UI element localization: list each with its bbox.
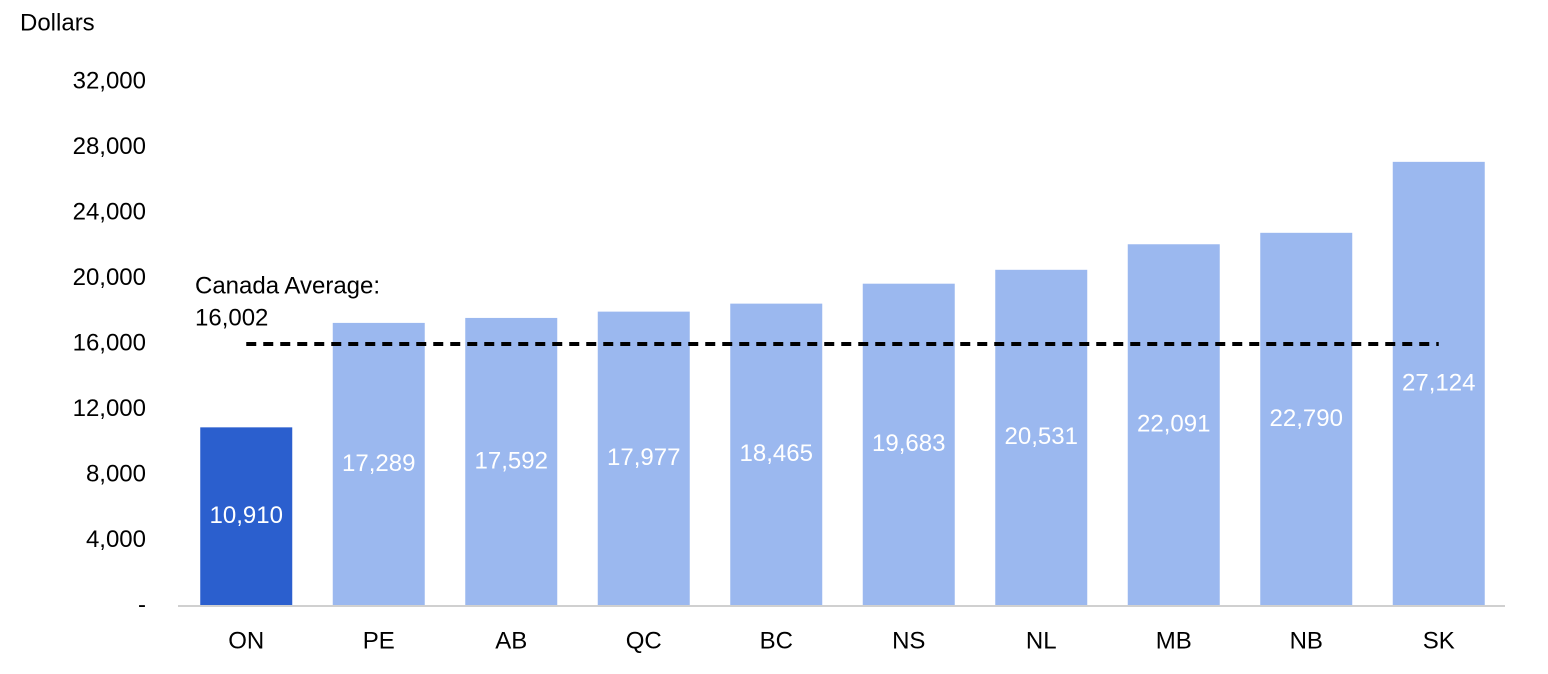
data-label: 27,124 [1402, 369, 1475, 396]
x-tick-label: NB [1290, 627, 1323, 654]
x-tick-label: PE [363, 627, 395, 654]
y-tick-label: 8,000 [86, 460, 146, 487]
bar [995, 269, 1088, 606]
data-label: 17,289 [342, 450, 415, 477]
reference-value-label: 16,002 [195, 304, 268, 331]
x-tick-label: NL [1026, 627, 1057, 654]
data-label: 22,790 [1270, 405, 1343, 432]
data-label: 10,910 [210, 502, 283, 529]
data-label: 17,592 [475, 447, 548, 474]
x-tick-label: BC [760, 627, 793, 654]
x-tick-label: AB [495, 627, 527, 654]
y-axis-label: Dollars [20, 9, 95, 36]
x-tick-label: QC [626, 627, 662, 654]
y-tick-label: 20,000 [73, 264, 146, 291]
reference-label: Canada Average: [195, 272, 380, 299]
data-label: 17,977 [607, 444, 680, 471]
x-tick-label: MB [1156, 627, 1192, 654]
data-label: 19,683 [872, 430, 945, 457]
data-label: 22,091 [1137, 410, 1210, 437]
bar [730, 303, 823, 606]
bar [1260, 232, 1353, 606]
x-tick-label: SK [1423, 627, 1455, 654]
data-label: 18,465 [740, 440, 813, 467]
bar [200, 427, 293, 606]
y-tick-label: 12,000 [73, 395, 146, 422]
bar [1127, 244, 1220, 606]
bar [332, 322, 425, 606]
y-tick-label: 4,000 [86, 526, 146, 553]
bar [465, 317, 558, 606]
x-tick-label: ON [228, 627, 264, 654]
y-tick-label: 16,000 [73, 329, 146, 356]
x-tick-label: NS [892, 627, 925, 654]
bar [862, 283, 955, 606]
y-tick-label: 24,000 [73, 198, 146, 225]
y-tick-label: 28,000 [73, 133, 146, 160]
bar [597, 311, 690, 606]
y-tick-label: - [138, 591, 146, 618]
data-label: 20,531 [1005, 423, 1078, 450]
bar [1392, 161, 1485, 607]
y-tick-label: 32,000 [73, 67, 146, 94]
